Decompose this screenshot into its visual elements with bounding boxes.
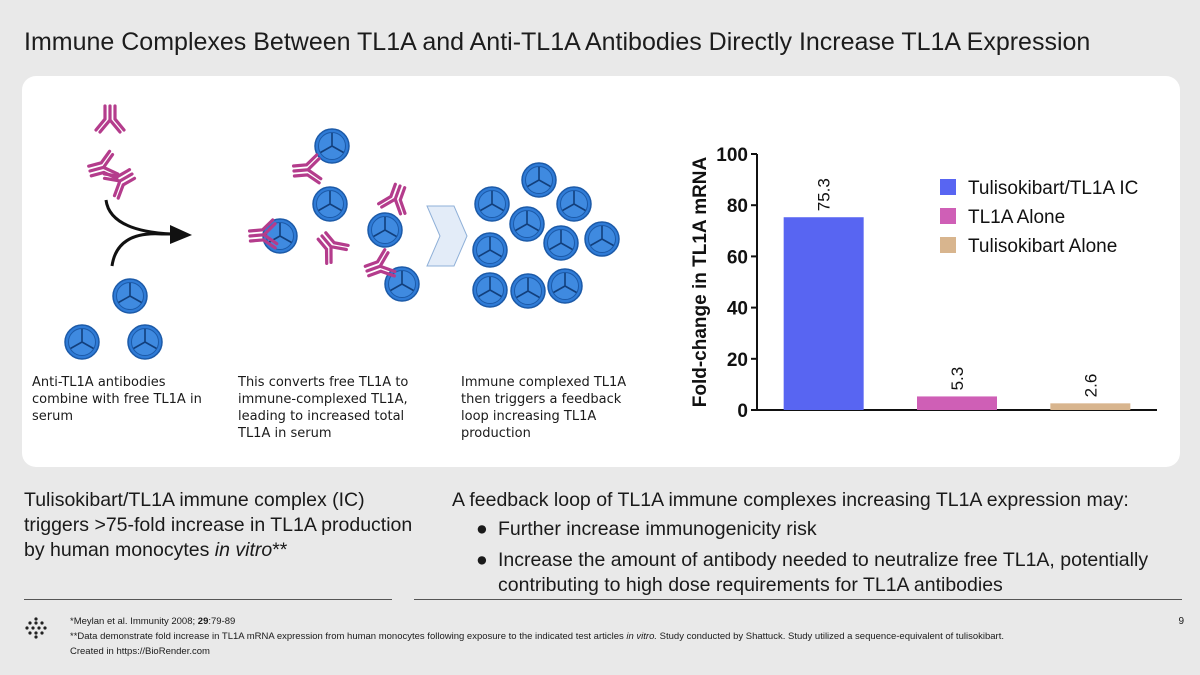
- data-note-suffix: Study conducted by Shattuck. Study utili…: [657, 631, 1004, 642]
- bullet-icon: ●: [476, 518, 488, 540]
- step-2-caption: This converts free TL1A to immune-comple…: [238, 375, 409, 441]
- bar-3: [1050, 403, 1131, 410]
- left-summary-text: Tulisokibart/TL1A immune complex (IC) tr…: [24, 489, 413, 561]
- y-tick-label: 0: [737, 401, 748, 422]
- bullet-icon: ●: [476, 549, 488, 571]
- bullet-item: ● Further increase immunogenicity risk: [452, 517, 1182, 542]
- bullet-text: Further increase immunogenicity risk: [498, 518, 817, 540]
- bar-value-label: 2.6: [1081, 374, 1100, 398]
- legend-label: Tulisokibart Alone: [968, 236, 1117, 257]
- reference-pages: :79-89: [208, 616, 236, 627]
- reference-text: *Meylan et al. Immunity 2008;: [70, 616, 198, 627]
- bar-2: [917, 396, 997, 410]
- bar-1: [783, 217, 864, 410]
- legend-label: Tulisokibart/TL1A IC: [968, 178, 1138, 199]
- data-footnote: **Data demonstrate fold increase in TL1A…: [70, 629, 1004, 644]
- reference-footnote: *Meylan et al. Immunity 2008; 29:79-89: [70, 614, 1004, 629]
- legend-swatch: [940, 179, 956, 195]
- left-summary: Tulisokibart/TL1A immune complex (IC) tr…: [24, 488, 424, 563]
- dot-grid-logo-icon: [25, 617, 47, 639]
- left-summary-suffix: **: [272, 539, 288, 561]
- bullet-item: ● Increase the amount of antibody needed …: [452, 548, 1182, 598]
- reference-volume: 29: [197, 616, 209, 627]
- slide-title: Immune Complexes Between TL1A and Anti-T…: [24, 28, 1091, 56]
- step-1-caption: Anti-TL1A antibodies combine with free T…: [32, 375, 202, 424]
- bar-value-label: 75.3: [815, 178, 834, 211]
- y-tick-label: 100: [716, 145, 748, 166]
- chevron-right-icon: [426, 205, 468, 267]
- legend-label: TL1A Alone: [968, 207, 1065, 228]
- content-panel: Anti-TL1A antibodies combine with free T…: [22, 76, 1180, 467]
- antibody-group-free: [84, 104, 141, 201]
- legend-swatch: [940, 208, 956, 224]
- divider-left: [24, 599, 392, 600]
- left-summary-italic: in vitro: [214, 539, 273, 561]
- tl1a-group-free: [64, 278, 163, 360]
- divider-right: [414, 599, 1182, 600]
- data-note-text: **Data demonstrate fold increase in TL1A…: [70, 631, 627, 642]
- legend-swatch: [940, 237, 956, 253]
- bullet-text: Increase the amount of antibody needed t…: [498, 549, 1149, 596]
- tl1a-group-amplified: [472, 162, 620, 309]
- right-summary-lead: A feedback loop of TL1A immune complexes…: [452, 489, 1129, 511]
- footnotes: *Meylan et al. Immunity 2008; 29:79-89 *…: [70, 614, 1004, 659]
- page-number: 9: [1178, 616, 1184, 627]
- right-summary: A feedback loop of TL1A immune complexes…: [452, 488, 1182, 604]
- immune-complex-group: [247, 128, 420, 302]
- curved-arrow-icon: [104, 199, 192, 267]
- biorender-credit: Created in https://BioRender.com: [70, 646, 210, 657]
- y-tick-label: 60: [727, 247, 748, 268]
- mechanism-illustration: [64, 104, 620, 360]
- y-tick-label: 80: [727, 196, 748, 217]
- bar-value-label: 5.3: [948, 367, 967, 391]
- step-3-caption: Immune complexed TL1A then triggers a fe…: [461, 375, 627, 441]
- y-tick-label: 20: [727, 350, 748, 371]
- y-tick-label: 40: [727, 299, 748, 320]
- data-note-italic: in vitro.: [626, 631, 658, 642]
- y-axis-title: Fold-change in TL1A mRNA: [690, 156, 711, 407]
- bullet-list: ● Further increase immunogenicity risk ● I…: [452, 517, 1182, 598]
